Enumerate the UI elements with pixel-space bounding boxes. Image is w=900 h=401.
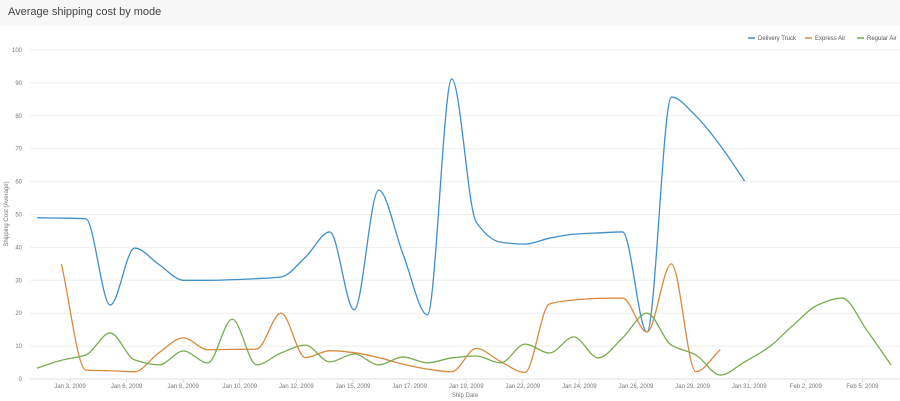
- x-axis-label: Ship Date: [452, 393, 479, 399]
- chart-title: Average shipping cost by mode: [8, 6, 162, 18]
- x-tick-label: Jan 26, 2009: [619, 384, 654, 390]
- y-tick-label: 30: [15, 278, 22, 284]
- legend-item: Delivery Truck: [758, 36, 797, 42]
- y-tick-label: 70: [15, 147, 22, 153]
- series-line-delivery-truck: [36, 78, 746, 333]
- y-tick-label: 10: [15, 344, 22, 350]
- y-tick-label: 100: [12, 48, 23, 54]
- y-tick-label: 90: [15, 81, 22, 87]
- x-tick-label: Jan 31, 2009: [732, 384, 767, 390]
- x-tick-label: Jan 10, 2009: [222, 384, 257, 390]
- y-tick-label: 20: [15, 311, 22, 317]
- x-tick-label: Jan 8, 2009: [168, 384, 200, 390]
- x-tick-label: Jan 17, 2009: [392, 384, 427, 390]
- y-axis-label: Shipping Cost (Average): [4, 181, 10, 246]
- y-tick-label: 60: [15, 180, 22, 186]
- x-tick-label: Jan 22, 2009: [505, 384, 540, 390]
- x-tick-label: Feb 5, 2009: [846, 384, 879, 390]
- x-tick-label: Jan 24, 2009: [562, 384, 597, 390]
- x-tick-label: Jan 6, 2009: [111, 384, 143, 390]
- legend-item: Express Air: [815, 36, 845, 42]
- x-tick-label: Jan 15, 2009: [336, 384, 371, 390]
- x-tick-label: Jan 19, 2009: [449, 384, 484, 390]
- x-tick-label: Jan 29, 2009: [675, 384, 710, 390]
- y-tick-label: 50: [15, 213, 22, 219]
- x-tick-label: Jan 12, 2009: [279, 384, 314, 390]
- series-line-regular-air: [36, 297, 892, 376]
- y-tick-label: 0: [19, 377, 23, 383]
- series-line-express-air: [60, 263, 721, 374]
- title-bar: Average shipping cost by mode: [0, 0, 900, 26]
- x-tick-label: Feb 2, 2009: [790, 384, 823, 390]
- y-tick-label: 40: [15, 245, 22, 251]
- x-tick-label: Jan 3, 2009: [54, 384, 86, 390]
- legend-item: Regular Air: [867, 36, 897, 42]
- y-tick-label: 80: [15, 114, 22, 120]
